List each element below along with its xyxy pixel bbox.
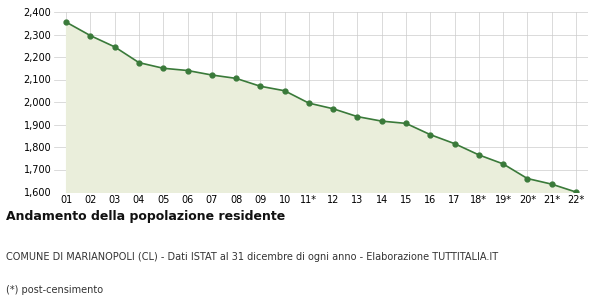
Text: COMUNE DI MARIANOPOLI (CL) - Dati ISTAT al 31 dicembre di ogni anno - Elaborazio: COMUNE DI MARIANOPOLI (CL) - Dati ISTAT … <box>6 252 498 262</box>
Text: Andamento della popolazione residente: Andamento della popolazione residente <box>6 210 285 223</box>
Text: (*) post-censimento: (*) post-censimento <box>6 285 103 295</box>
